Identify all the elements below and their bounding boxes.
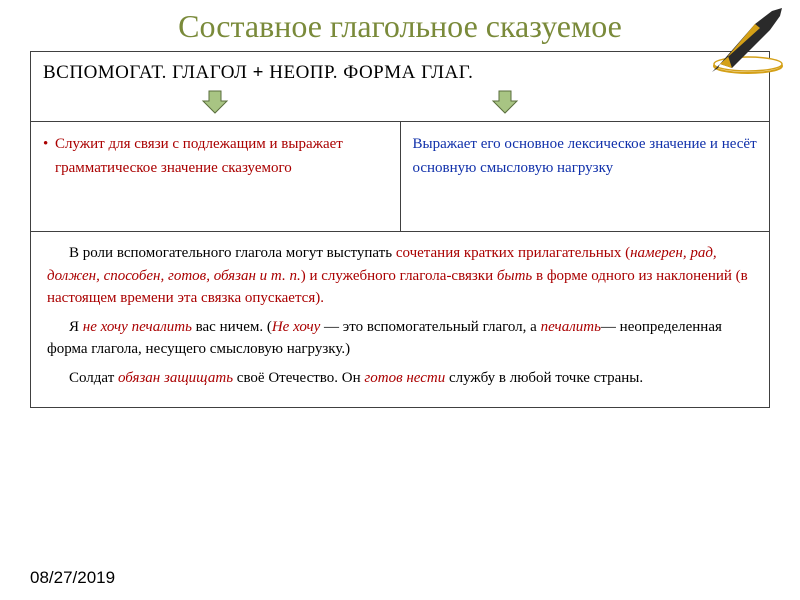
- explanation-cell: В роли вспомогательного глагола могут вы…: [31, 232, 770, 408]
- down-arrow-icon: [201, 89, 229, 115]
- inf-verb-text: Выражает его основное лексическое значен…: [413, 136, 757, 176]
- explanation-p3: Солдат обязан защищать своё Отечество. О…: [47, 367, 753, 390]
- down-arrow-icon: [491, 89, 519, 115]
- slide-title: Составное глагольное сказуемое: [0, 0, 800, 51]
- explanation-p2: Я не хочу печалить вас ничем. (Не хочу —…: [47, 316, 753, 361]
- formula-cell: ВСПОМОГАТ. ГЛАГОЛ + НЕОПР. ФОРМА ГЛАГ.: [31, 52, 770, 122]
- slide-date: 08/27/2019: [30, 568, 115, 588]
- aux-verb-desc-cell: • Служит для связи с подлежащим и выража…: [31, 122, 401, 232]
- explanation-p1: В роли вспомогательного глагола могут вы…: [47, 242, 753, 310]
- inf-verb-desc-cell: Выражает его основное лексическое значен…: [400, 122, 770, 232]
- content-table: ВСПОМОГАТ. ГЛАГОЛ + НЕОПР. ФОРМА ГЛАГ. •…: [30, 51, 770, 408]
- aux-verb-text: Служит для связи с подлежащим и выражает…: [55, 136, 343, 176]
- formula-text: ВСПОМОГАТ. ГЛАГОЛ + НЕОПР. ФОРМА ГЛАГ.: [43, 62, 473, 83]
